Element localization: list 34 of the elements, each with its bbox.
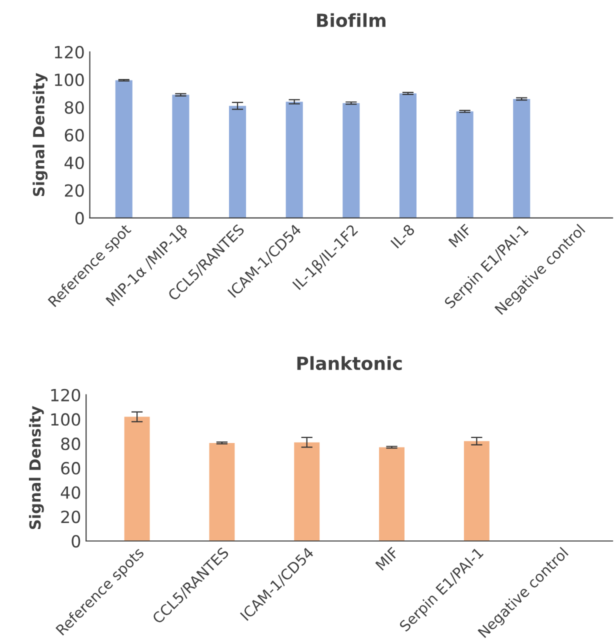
bar [115,80,132,218]
y-tick-label: 40 [60,486,80,499]
bar [294,442,320,542]
bar [172,94,190,218]
x-tick-label: IL-8 [390,224,416,249]
y-tick-label: 40 [64,156,84,170]
chart-title: Biofilm [317,13,386,28]
y-axis-title: Signal Density [28,406,44,530]
y-tick-label: 0 [75,212,84,225]
bar [286,102,303,218]
y-axis-title: Signal Density [32,72,48,196]
chart-title: Planktonic [297,356,402,370]
y-tick-label: 100 [51,413,80,426]
bar [342,103,360,218]
y-tick-label: 20 [61,510,80,524]
x-tick-label: MIF [375,546,400,571]
bar [464,441,490,542]
bar [209,442,235,542]
bar [229,106,246,218]
y-tick-label: 60 [64,128,84,142]
x-tick-label: MIF [448,224,472,248]
bar [456,111,474,218]
bar [379,447,405,542]
bar [399,93,417,218]
y-tick-label: 120 [54,46,84,58]
y-tick-label: 80 [64,101,84,114]
y-tick-label: 20 [64,184,84,197]
y-tick-label: 120 [51,388,80,402]
y-tick-label: 60 [61,462,80,474]
y-tick-label: 0 [72,534,80,548]
y-tick-label: 80 [61,438,80,450]
y-tick-label: 100 [54,74,84,86]
bar [124,416,150,542]
bar [513,98,530,218]
